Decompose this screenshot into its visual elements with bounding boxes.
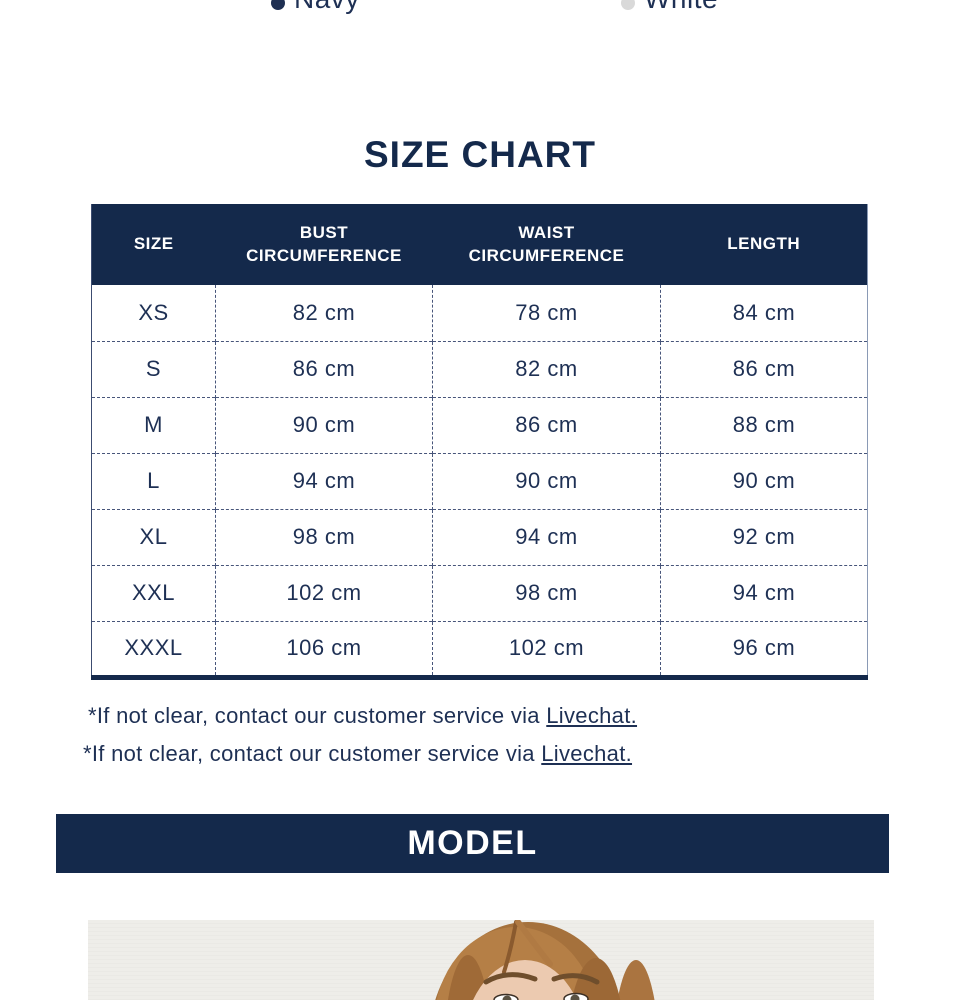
column-header-bust: BUST CIRCUMFERENCE (215, 204, 433, 285)
size-cell: XXL (91, 564, 216, 621)
table-row: XL 98 cm 94 cm 92 cm (91, 508, 868, 565)
measurement-cell: 94 cm (432, 508, 661, 565)
size-note-line-1: *If not clear, contact our customer serv… (88, 703, 637, 729)
size-cell: XXXL (91, 620, 216, 677)
table-row: L 94 cm 90 cm 90 cm (91, 452, 868, 509)
measurement-cell: 90 cm (660, 452, 868, 509)
size-cell: XL (91, 508, 216, 565)
model-photo-illustration (435, 920, 655, 1000)
measurement-cell: 106 cm (215, 620, 433, 677)
table-row: XS 82 cm 78 cm 84 cm (91, 285, 868, 341)
size-cell: S (91, 340, 216, 397)
size-note-line-2: *If not clear, contact our customer serv… (83, 741, 632, 767)
color-option-navy-label[interactable]: Navy (294, 0, 360, 15)
white-color-swatch-dot[interactable] (621, 0, 635, 10)
size-cell: XS (91, 285, 216, 341)
size-chart-table-body: XS 82 cm 78 cm 84 cm S 86 cm 82 cm 86 cm M 90 cm 8… (91, 285, 868, 677)
measurement-cell: 84 cm (660, 285, 868, 341)
measurement-cell: 92 cm (660, 508, 868, 565)
note-text: *If not clear, contact our customer serv… (88, 703, 547, 728)
measurement-cell: 86 cm (660, 340, 868, 397)
size-chart-title: SIZE CHART (364, 134, 596, 175)
table-row: S 86 cm 82 cm 86 cm (91, 340, 868, 397)
livechat-link[interactable]: Livechat. (541, 741, 633, 766)
color-option-white-label[interactable]: White (644, 0, 718, 15)
measurement-cell: 102 cm (215, 564, 433, 621)
measurement-cell: 86 cm (215, 340, 433, 397)
size-cell: M (91, 396, 216, 453)
table-row: M 90 cm 86 cm 88 cm (91, 396, 868, 453)
measurement-cell: 90 cm (432, 452, 661, 509)
model-section-banner: MODEL (56, 814, 889, 873)
measurement-cell: 82 cm (215, 285, 433, 341)
measurement-cell: 90 cm (215, 396, 433, 453)
column-header-waist: WAIST CIRCUMFERENCE (432, 204, 661, 285)
measurement-cell: 88 cm (660, 396, 868, 453)
navy-color-swatch-dot[interactable] (271, 0, 285, 10)
model-photo (88, 920, 874, 1000)
size-chart-table-header: SIZE BUST CIRCUMFERENCE WAIST CIRCUMFERE… (91, 204, 868, 285)
column-header-length: LENGTH (660, 204, 868, 285)
column-header-size: SIZE (91, 204, 216, 285)
measurement-cell: 98 cm (432, 564, 661, 621)
table-header-row: SIZE BUST CIRCUMFERENCE WAIST CIRCUMFERE… (91, 204, 868, 285)
measurement-cell: 96 cm (660, 620, 868, 677)
size-chart-table: SIZE BUST CIRCUMFERENCE WAIST CIRCUMFERE… (91, 204, 868, 680)
measurement-cell: 98 cm (215, 508, 433, 565)
measurement-cell: 78 cm (432, 285, 661, 341)
table-row: XXL 102 cm 98 cm 94 cm (91, 564, 868, 621)
table-row: XXXL 106 cm 102 cm 96 cm (91, 620, 868, 677)
measurement-cell: 86 cm (432, 396, 661, 453)
measurement-cell: 82 cm (432, 340, 661, 397)
livechat-link[interactable]: Livechat. (546, 703, 638, 728)
measurement-cell: 102 cm (432, 620, 661, 677)
measurement-cell: 94 cm (660, 564, 868, 621)
size-cell: L (91, 452, 216, 509)
note-text: *If not clear, contact our customer serv… (83, 741, 542, 766)
measurement-cell: 94 cm (215, 452, 433, 509)
